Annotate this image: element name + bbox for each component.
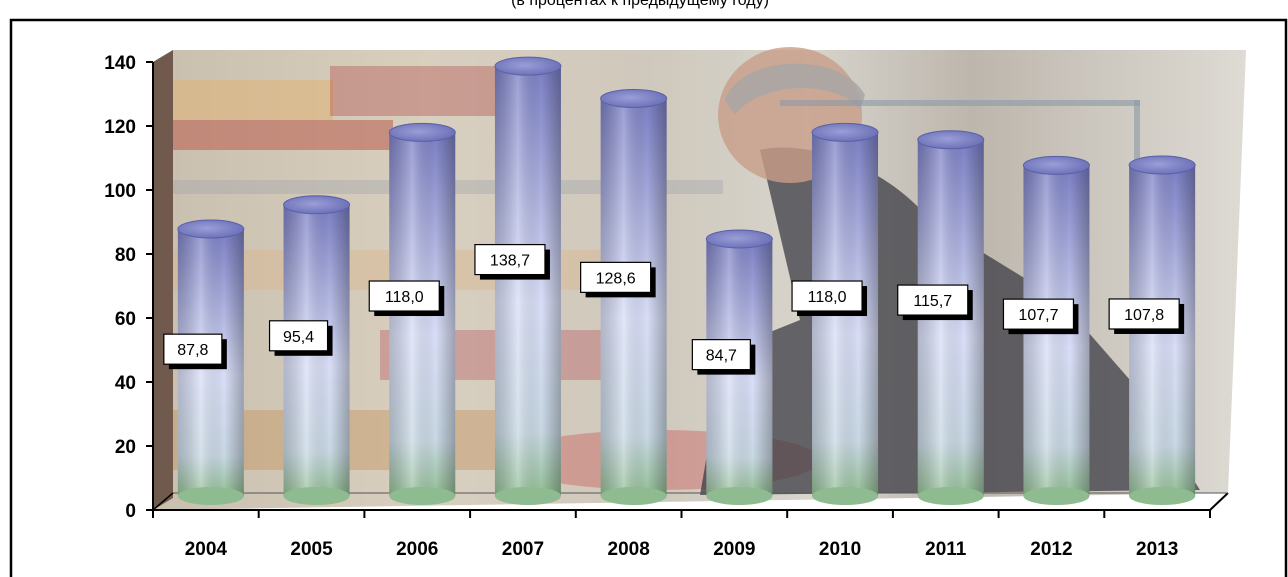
data-label: 87,8 — [163, 333, 227, 370]
y-tick-label: 120 — [104, 117, 136, 138]
y-tick-label: 40 — [115, 373, 136, 394]
y-tick-label: 60 — [115, 309, 136, 330]
x-tick-label: 2013 — [1136, 539, 1178, 560]
data-label-text: 87,8 — [177, 342, 208, 359]
x-tick-label: 2010 — [819, 539, 861, 560]
x-tick-label: 2012 — [1030, 539, 1072, 560]
x-axis-ticks: 2004 2005 2006 2007 2008 2009 2010 2011 2012 2013 — [152, 510, 1211, 560]
data-label-text: 107,8 — [1124, 307, 1164, 324]
x-tick-label: 2004 — [185, 539, 228, 560]
chart-title: (в процентах к предыдущему году) — [511, 0, 769, 9]
data-label: 107,8 — [1108, 298, 1185, 334]
data-label: 128,6 — [580, 261, 656, 298]
data-label: 118,0 — [791, 280, 868, 317]
x-tick-label: 2006 — [396, 539, 438, 560]
data-label-text: 118,0 — [385, 289, 424, 306]
x-tick-label: 2009 — [713, 539, 755, 560]
y-tick-label: 0 — [125, 501, 136, 522]
y-tick-label: 100 — [104, 181, 136, 202]
data-labels: 87,8 95,4 118,0 138,7 128,6 84,7 118,0 115,7 107… — [163, 243, 1185, 375]
bar — [177, 219, 245, 505]
data-label-text: 138,7 — [490, 253, 530, 270]
data-label: 107,7 — [1002, 298, 1079, 335]
y-tick-label: 80 — [115, 245, 136, 266]
data-label-text: 128,6 — [596, 270, 636, 287]
y-tick-label: 140 — [104, 53, 136, 74]
data-label: 95,4 — [268, 320, 333, 356]
x-tick-label: 2008 — [608, 539, 650, 560]
data-label: 118,0 — [368, 280, 445, 317]
x-tick-label: 2011 — [925, 539, 967, 560]
data-label-text: 84,7 — [706, 348, 737, 365]
data-label: 115,7 — [897, 284, 973, 321]
y-tick-label: 20 — [115, 437, 136, 458]
bar — [494, 56, 562, 505]
data-label-text: 115,7 — [913, 293, 952, 310]
data-label-text: 107,7 — [1018, 307, 1058, 324]
data-label: 84,7 — [691, 339, 756, 375]
y-axis-ticks: 0 20 40 60 80 100 120 140 — [104, 53, 153, 522]
x-tick-label: 2007 — [502, 539, 544, 560]
data-label-text: 118,0 — [808, 289, 847, 306]
data-label-text: 95,4 — [283, 329, 314, 346]
data-label: 138,7 — [474, 243, 550, 280]
x-tick-label: 2005 — [290, 539, 333, 560]
